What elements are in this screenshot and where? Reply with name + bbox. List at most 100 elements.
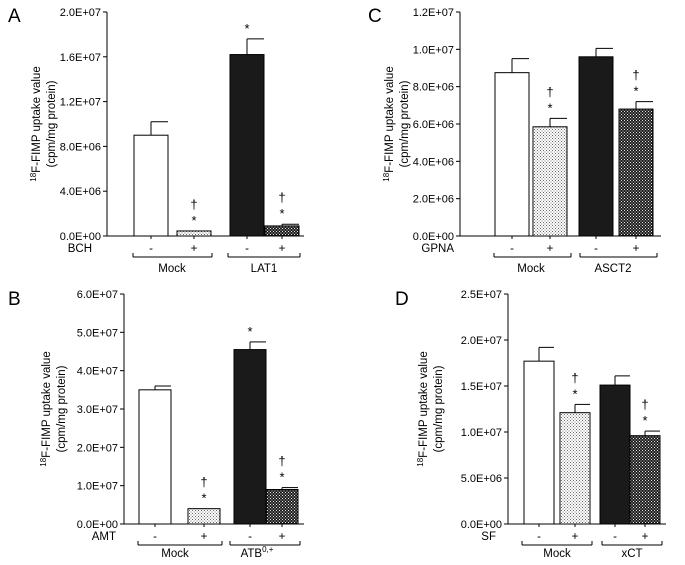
- panel-a: A 0.0E+00 4.0E+06 8.0E+06 1.2E+07 1.6E+07 2.0E…: [8, 6, 304, 275]
- y-tick-label: 0.0E+00: [60, 231, 101, 243]
- group-label: Mock: [517, 263, 545, 275]
- significance-dagger: †: [200, 475, 207, 490]
- condition-label: +: [201, 531, 208, 543]
- condition-label: +: [572, 531, 579, 543]
- significance-dagger: †: [278, 454, 285, 469]
- factor-label: AMT: [92, 531, 116, 543]
- bar: [229, 54, 265, 237]
- y-tick-label: 2.0E+06: [413, 194, 454, 206]
- y-tick-label: 2.5E+07: [461, 289, 502, 301]
- group-label-superscript: 0,+: [262, 545, 274, 554]
- condition-label: -: [594, 243, 598, 255]
- condition-label: +: [633, 243, 640, 255]
- group-label: xCT: [621, 548, 642, 560]
- group-label-text: ATB: [241, 548, 263, 560]
- y-tick-label: 1.6E+07: [60, 52, 101, 64]
- panel-c: C 0.0E+00 2.0E+06 4.0E+06 6.0E+06 8.0E+06 1.0E…: [368, 6, 661, 275]
- significance-star: *: [247, 324, 252, 339]
- significance-star: *: [279, 206, 284, 221]
- y-tick-label: 1.0E+07: [77, 481, 118, 493]
- y-tick-label: 0.0E+00: [461, 519, 502, 531]
- group-label: Mock: [161, 548, 189, 560]
- bar: [578, 56, 614, 237]
- condition-label: -: [149, 243, 153, 255]
- factor-label: BCH: [68, 243, 92, 255]
- group-label: ATB0,+: [241, 545, 274, 560]
- significance-star: *: [572, 386, 577, 401]
- group-label-text: LAT1: [251, 263, 278, 275]
- group-label: Mock: [543, 548, 571, 560]
- y-tick-label: 2.0E+07: [60, 7, 101, 19]
- condition-label: +: [642, 531, 649, 543]
- condition-label: +: [279, 243, 286, 255]
- panel-b: B 0.0E+00 1.0E+07 2.0E+07 3.0E+07 4.0E+07 5.0E…: [8, 289, 304, 560]
- significance-star: *: [642, 413, 647, 428]
- bar: [629, 435, 661, 525]
- condition-label: -: [510, 243, 514, 255]
- bar: [523, 360, 555, 525]
- y-tick-label: 3.0E+07: [77, 404, 118, 416]
- significance-dagger: †: [632, 68, 639, 83]
- significance-star: *: [191, 213, 196, 228]
- factor-label: SF: [481, 531, 496, 543]
- y-axis-label-superscript: 18: [29, 172, 38, 181]
- condition-label: +: [191, 243, 198, 255]
- y-axis-label-superscript: 18: [416, 457, 425, 466]
- significance-star: *: [279, 470, 284, 485]
- panel-letter: A: [8, 6, 21, 27]
- y-axis-label-superscript: 18: [39, 457, 48, 466]
- y-tick-label: 4.0E+06: [413, 156, 454, 168]
- condition-label: -: [537, 531, 541, 543]
- panel-letter: D: [395, 289, 409, 310]
- y-tick-label: 6.0E+06: [413, 119, 454, 131]
- condition-label: +: [279, 531, 286, 543]
- panel-letter: C: [368, 6, 382, 27]
- panel-letter: B: [8, 289, 21, 310]
- y-tick-label: 0.0E+00: [413, 231, 454, 243]
- group-label-text: Mock: [517, 263, 545, 275]
- bar: [559, 412, 591, 525]
- bar: [532, 126, 568, 237]
- condition-label: -: [248, 531, 252, 543]
- group-label-text: xCT: [621, 548, 642, 560]
- condition-label: -: [245, 243, 249, 255]
- condition-label: -: [613, 531, 617, 543]
- y-tick-label: 6.0E+07: [77, 289, 118, 301]
- significance-star: *: [633, 84, 638, 99]
- significance-star: *: [547, 100, 552, 115]
- group-label-text: Mock: [543, 548, 571, 560]
- y-tick-label: 1.0E+07: [413, 44, 454, 56]
- group-label-text: Mock: [158, 263, 186, 275]
- y-tick-label: 4.0E+06: [60, 186, 101, 198]
- y-tick-label: 0.0E+00: [77, 519, 118, 531]
- y-axis-label: 18F-FIMP uptake value: [416, 351, 430, 466]
- group-label: Mock: [158, 263, 186, 275]
- condition-label: +: [547, 243, 554, 255]
- y-tick-label: 2.0E+07: [461, 335, 502, 347]
- y-axis-label-line1: F-FIMP uptake value: [41, 351, 53, 458]
- bar: [133, 134, 169, 237]
- group-label: ASCT2: [594, 263, 631, 275]
- y-tick-label: 1.5E+07: [461, 381, 502, 393]
- y-axis-label: 18F-FIMP uptake value: [382, 66, 396, 181]
- factor-label: GPNA: [421, 243, 454, 255]
- y-axis-label: 18F-FIMP uptake value: [39, 351, 53, 466]
- significance-dagger: †: [571, 370, 578, 385]
- bar: [176, 230, 212, 237]
- y-axis-label-line1: F-FIMP uptake value: [31, 66, 43, 173]
- condition-label: -: [153, 531, 157, 543]
- y-tick-label: 8.0E+06: [413, 82, 454, 94]
- y-tick-label: 4.0E+07: [77, 366, 118, 378]
- y-tick-label: 1.2E+07: [60, 97, 101, 109]
- significance-star: *: [244, 21, 249, 36]
- y-axis-label-line2: (cpm/mg protein): [399, 80, 411, 167]
- y-axis-label-line1: F-FIMP uptake value: [384, 66, 396, 173]
- bar: [138, 389, 172, 525]
- y-axis-label-line2: (cpm/mg protein): [56, 365, 68, 452]
- group-label-text: ASCT2: [594, 263, 631, 275]
- bar: [494, 72, 530, 237]
- y-tick-label: 5.0E+07: [77, 327, 118, 339]
- y-axis-label: 18F-FIMP uptake value: [29, 66, 43, 181]
